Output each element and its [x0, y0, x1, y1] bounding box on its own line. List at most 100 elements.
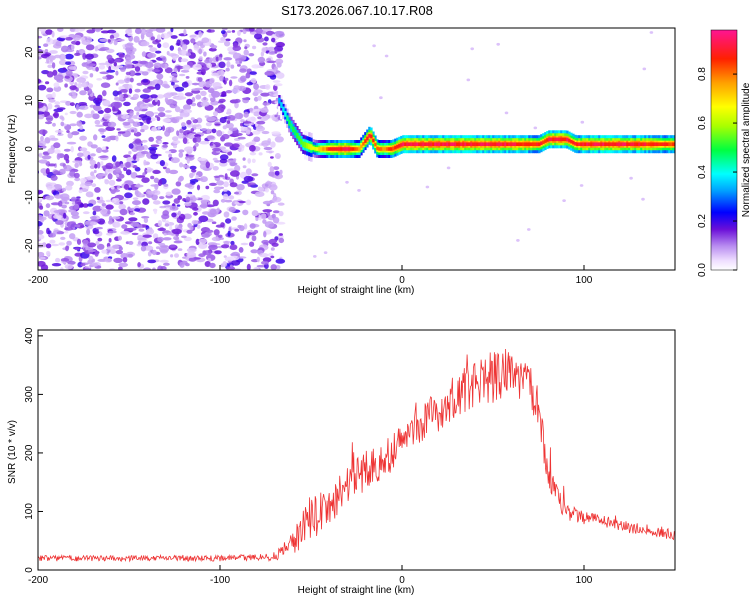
- heatmap-cell: [205, 122, 212, 127]
- heatmap-cell: [130, 129, 135, 133]
- heatmap-cell: [258, 187, 265, 192]
- heatmap-cell: [105, 204, 114, 210]
- heatmap-cell: [116, 38, 125, 42]
- heatmap-cell: [257, 56, 266, 64]
- heatmap-cell: [632, 142, 635, 146]
- spectrogram-x-tick-label: 0: [399, 275, 405, 286]
- heatmap-cell: [402, 142, 405, 146]
- heatmap-cell: [47, 64, 53, 69]
- heatmap-cell: [77, 261, 83, 268]
- heatmap-cell: [508, 142, 511, 146]
- heatmap-cell: [40, 135, 44, 142]
- heatmap-cell: [644, 142, 647, 146]
- heatmap-cell: [136, 224, 143, 229]
- heatmap-cell: [91, 183, 97, 188]
- heatmap-cell: [326, 147, 329, 151]
- heatmap-cell: [51, 31, 55, 38]
- heatmap-cell: [178, 149, 185, 153]
- heatmap-cell: [142, 88, 151, 93]
- heatmap-cell: [246, 234, 250, 239]
- heatmap-cell: [100, 206, 105, 210]
- heatmap-cell: [223, 211, 230, 218]
- heatmap-cell: [444, 142, 447, 146]
- heatmap-cell: [65, 159, 70, 164]
- heatmap-cell: [124, 192, 133, 199]
- heatmap-cell: [176, 130, 180, 136]
- heatmap-cell: [53, 82, 60, 88]
- heatmap-cell: [520, 142, 523, 146]
- heatmap-cell: [149, 47, 158, 52]
- heatmap-cell: [560, 137, 563, 142]
- heatmap-cell: [112, 197, 120, 201]
- heatmap-cell: [652, 142, 655, 146]
- heatmap-cell: [372, 44, 376, 48]
- heatmap-cell: [57, 200, 63, 207]
- heatmap-cell: [85, 186, 90, 190]
- heatmap-cell: [196, 136, 202, 143]
- heatmap-cell: [108, 66, 112, 72]
- heatmap-cell: [108, 215, 113, 223]
- heatmap-cell: [121, 224, 128, 230]
- heatmap-cell: [336, 147, 339, 151]
- heatmap-cell: [38, 198, 44, 201]
- heatmap-cell: [340, 147, 343, 151]
- heatmap-cell: [38, 101, 44, 109]
- heatmap-cell: [580, 120, 585, 124]
- heatmap-cell: [148, 45, 153, 48]
- heatmap-cell: [230, 162, 238, 166]
- heatmap-cell: [94, 163, 98, 169]
- heatmap-cell: [64, 83, 68, 88]
- heatmap-cell: [105, 168, 113, 174]
- heatmap-cell: [251, 210, 259, 217]
- heatmap-cell: [105, 162, 114, 170]
- heatmap-cell: [198, 80, 206, 88]
- heatmap-cell: [152, 169, 161, 174]
- heatmap-cell: [46, 71, 54, 78]
- heatmap-cell: [171, 100, 178, 105]
- heatmap-cell: [122, 121, 131, 126]
- heatmap-cell: [159, 196, 165, 200]
- heatmap-cell: [544, 139, 547, 143]
- heatmap-cell: [64, 75, 71, 79]
- heatmap-cell: [60, 258, 70, 262]
- heatmap-cell: [203, 51, 207, 57]
- heatmap-cell: [630, 142, 633, 146]
- heatmap-cell: [266, 60, 276, 64]
- snr-x-tick-label: 0: [399, 575, 405, 586]
- heatmap-cell: [600, 142, 603, 146]
- heatmap-cell: [126, 50, 135, 56]
- heatmap-cell: [224, 142, 234, 147]
- heatmap-cell: [210, 96, 216, 103]
- heatmap-cell: [132, 165, 138, 169]
- heatmap-cell: [82, 70, 89, 75]
- heatmap-cell: [430, 142, 433, 146]
- heatmap-cell: [60, 267, 64, 270]
- heatmap-cell: [259, 116, 269, 122]
- heatmap-cell: [189, 34, 197, 38]
- heatmap-cell: [158, 112, 166, 118]
- heatmap-cell: [184, 92, 193, 97]
- heatmap-cell: [270, 264, 277, 270]
- heatmap-cell: [263, 146, 273, 151]
- heatmap-cell: [209, 77, 215, 84]
- heatmap-cell: [564, 137, 567, 142]
- heatmap-cell: [200, 194, 210, 201]
- heatmap-cell: [374, 142, 377, 147]
- heatmap-cell: [474, 142, 477, 146]
- heatmap-cell: [127, 187, 133, 191]
- heatmap-cell: [66, 221, 77, 228]
- heatmap-cell: [222, 189, 228, 192]
- heatmap-cell: [59, 193, 70, 200]
- heatmap-cell: [466, 142, 469, 146]
- heatmap-cell: [38, 113, 45, 120]
- heatmap-cell: [79, 177, 87, 183]
- heatmap-cell: [181, 122, 186, 127]
- heatmap-cell: [476, 142, 479, 146]
- heatmap-cell: [76, 104, 79, 111]
- heatmap-cell: [133, 154, 137, 161]
- heatmap-cell: [490, 142, 493, 146]
- heatmap-cell: [140, 245, 147, 252]
- heatmap-cell: [80, 263, 86, 267]
- heatmap-cell: [324, 147, 327, 151]
